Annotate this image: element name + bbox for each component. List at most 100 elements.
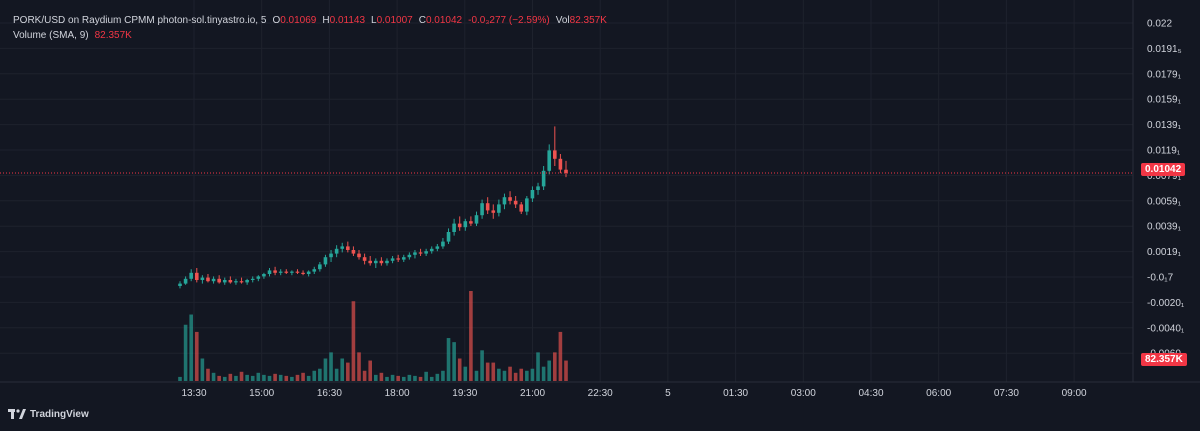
volume-bar xyxy=(368,360,373,381)
candle xyxy=(485,197,490,214)
volume-bar xyxy=(228,373,233,381)
time-tick-label: 04:30 xyxy=(858,388,883,399)
price-tick-label: 0.0139₁ xyxy=(1147,120,1182,131)
candle xyxy=(245,278,249,285)
candle xyxy=(362,253,367,265)
volume-bar xyxy=(346,362,350,381)
price-tick-label: 0.0191₅ xyxy=(1147,44,1182,55)
candle xyxy=(446,228,451,244)
candle xyxy=(178,281,182,289)
volume-bar xyxy=(390,374,395,381)
chart-legend: PORK/USD on Raydium CPMM photon-sol.tiny… xyxy=(13,13,607,43)
candle xyxy=(525,196,529,216)
candle xyxy=(306,270,311,277)
open-label: O xyxy=(272,15,281,26)
candle xyxy=(463,218,468,231)
candle xyxy=(368,256,373,266)
candle xyxy=(435,244,440,252)
vol-value: 82.357K xyxy=(569,15,607,26)
volume-bar xyxy=(429,376,434,381)
time-tick-label: 19:30 xyxy=(452,388,477,399)
candle xyxy=(273,266,277,276)
close-label: C xyxy=(418,15,426,26)
volume-bar xyxy=(530,368,535,381)
price-tick-label: 0.0059₁ xyxy=(1147,196,1182,207)
volume-bar xyxy=(334,368,339,381)
candle xyxy=(206,274,210,283)
time-tick-label: 15:00 xyxy=(249,388,274,399)
volume-bars xyxy=(178,291,568,381)
candle xyxy=(284,269,289,274)
close-value: 0.01042 xyxy=(425,15,463,26)
volume-bar xyxy=(525,370,529,381)
candle xyxy=(379,257,384,266)
time-tick-label: 22:30 xyxy=(588,388,613,399)
volume-bar xyxy=(379,372,384,381)
candle xyxy=(441,238,445,249)
candle xyxy=(250,276,255,283)
volume-bar xyxy=(312,370,317,381)
volume-bar xyxy=(480,350,484,381)
candle xyxy=(519,202,524,214)
high-label: H xyxy=(322,15,330,26)
candle xyxy=(262,272,266,279)
volume-bar xyxy=(239,371,244,381)
volume-bar xyxy=(452,342,456,381)
volume-bar xyxy=(547,360,552,381)
volume-bar xyxy=(508,366,512,381)
price-tick-label: 0.0119₁ xyxy=(1147,146,1181,157)
volume-indicator-label[interactable]: Volume (SMA, 9) xyxy=(13,30,89,41)
candle xyxy=(558,154,563,174)
grid xyxy=(0,0,1133,382)
volume-bar xyxy=(217,375,221,381)
volume-bar xyxy=(351,301,356,381)
candle xyxy=(194,268,199,283)
volume-bar xyxy=(441,370,445,381)
candle xyxy=(469,216,473,226)
volume-bar xyxy=(491,362,496,381)
volume-bar xyxy=(200,358,205,381)
volume-bar xyxy=(329,352,333,381)
candle xyxy=(323,254,328,267)
volume-bar xyxy=(256,372,261,381)
volume-bar xyxy=(284,375,289,381)
price-tick-label: 0.022 xyxy=(1147,19,1172,30)
volume-bar xyxy=(362,370,367,381)
volume-bar xyxy=(250,375,255,381)
volume-bar xyxy=(385,376,389,381)
volume-bar xyxy=(295,374,300,381)
candle xyxy=(228,276,233,284)
volume-bar xyxy=(424,371,428,381)
volume-bar xyxy=(290,376,294,381)
candle xyxy=(502,193,507,210)
candle xyxy=(452,218,456,236)
time-tick-label: 09:00 xyxy=(1062,388,1087,399)
time-tick-label: 21:00 xyxy=(520,388,545,399)
time-tick-label: 5 xyxy=(665,388,671,399)
tradingview-brand: TradingView xyxy=(30,408,89,420)
volume-bar xyxy=(558,331,563,381)
volume-bar xyxy=(189,314,193,381)
candle xyxy=(183,276,188,285)
price-tick-label: -0.0₁7 xyxy=(1147,273,1174,284)
candle xyxy=(513,196,518,208)
candle xyxy=(553,126,557,166)
time-axis[interactable]: 13:30 15:00 16:30 18:00 19:30 21:00 22:30 5 01:3… xyxy=(181,388,1087,399)
candle xyxy=(346,241,350,253)
candle xyxy=(295,269,300,274)
volume-bar xyxy=(373,374,378,381)
time-tick-label: 16:30 xyxy=(317,388,342,399)
candle xyxy=(351,246,356,256)
candle xyxy=(211,276,216,284)
volume-bar xyxy=(463,366,468,381)
candle xyxy=(385,258,389,266)
volume-bar xyxy=(245,374,249,381)
volume-bar xyxy=(502,370,507,381)
volume-indicator-value: 82.357K xyxy=(94,30,132,41)
symbol-title[interactable]: PORK/USD on Raydium CPMM photon-sol.tiny… xyxy=(13,15,267,26)
tradingview-logo[interactable]: TradingView xyxy=(8,408,89,420)
volume-bar xyxy=(564,360,568,381)
price-tick-label: -0.0040₁ xyxy=(1147,323,1185,334)
volume-bar xyxy=(553,352,557,381)
